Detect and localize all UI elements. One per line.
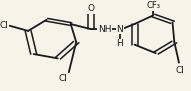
Text: CF₃: CF₃ [146, 1, 160, 10]
Text: NH: NH [98, 25, 112, 34]
Text: O: O [87, 4, 95, 13]
Text: Cl: Cl [0, 21, 9, 30]
Text: H: H [116, 39, 123, 48]
Text: Cl: Cl [59, 74, 68, 83]
Text: N: N [116, 25, 123, 34]
Text: Cl: Cl [176, 66, 184, 75]
